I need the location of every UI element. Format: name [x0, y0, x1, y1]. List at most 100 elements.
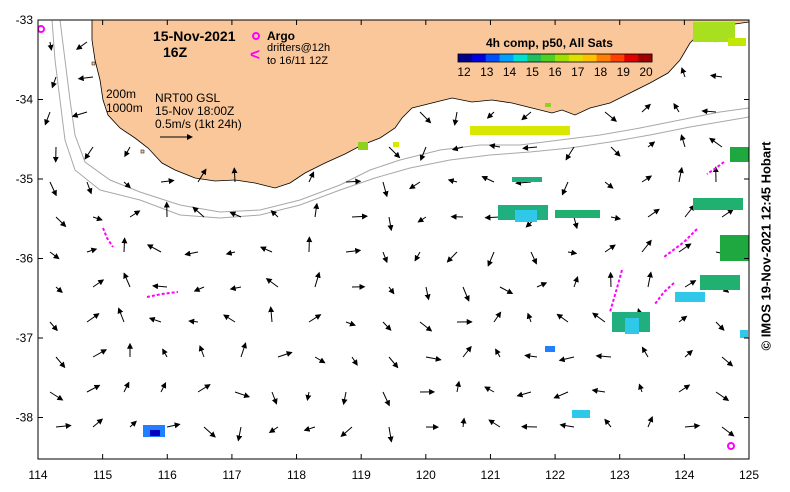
current-arrow	[521, 111, 532, 121]
current-arrow	[223, 314, 236, 323]
current-arrow	[146, 244, 162, 253]
current-arrow	[49, 321, 58, 332]
colorbar-swatch	[610, 54, 625, 62]
x-tick-label: 117	[222, 468, 241, 482]
current-arrow	[188, 318, 199, 325]
current-arrow	[556, 313, 569, 323]
colorbar-title: 4h comp, p50, All Sats	[486, 36, 613, 50]
current-arrow	[678, 384, 691, 393]
colorbar-swatch	[458, 54, 473, 62]
current-arrow	[647, 208, 660, 218]
current-arrow	[382, 391, 390, 407]
current-arrow	[382, 321, 392, 331]
sst-patch	[720, 235, 749, 261]
current-arrow	[673, 102, 680, 113]
isobath-200m	[59, 20, 749, 213]
current-arrow	[641, 346, 649, 358]
current-arrow	[715, 321, 725, 331]
current-arrow	[447, 178, 458, 185]
current-arrow	[160, 382, 167, 393]
current-arrow	[308, 314, 322, 323]
current-arrow	[77, 75, 94, 82]
current-arrow	[388, 356, 399, 369]
current-arrow	[92, 279, 105, 288]
sst-patch	[693, 22, 735, 42]
current-arrow	[604, 111, 617, 122]
x-tick-label: 116	[158, 468, 177, 482]
y-axis: -33 -34 -35 -36 -37 -38	[16, 13, 749, 425]
current-arrow	[160, 178, 175, 185]
sst-patch	[740, 330, 748, 338]
map-hour: 16Z	[163, 44, 188, 60]
colorbar-swatch	[541, 54, 556, 62]
island	[91, 61, 96, 66]
current-arrow	[49, 391, 64, 401]
current-arrow	[425, 355, 442, 362]
current-arrow	[677, 166, 684, 183]
sst-patch	[545, 346, 555, 352]
current-arrow	[446, 251, 458, 263]
current-arrow	[715, 391, 730, 401]
current-arrow	[55, 356, 66, 369]
current-arrow	[345, 320, 356, 327]
current-arrow	[604, 181, 614, 189]
drifter-track	[663, 228, 698, 258]
current-arrow	[314, 356, 326, 364]
product-name: NRT00 GSL	[155, 91, 220, 105]
current-arrow	[419, 111, 432, 124]
current-arrow	[75, 41, 88, 50]
current-arrow	[49, 251, 60, 260]
colorbar-swatch	[499, 54, 514, 62]
current-arrow	[55, 423, 72, 429]
current-arrow	[701, 108, 717, 115]
drifter-legend-symbol: <	[250, 45, 260, 64]
credit-text: © IMOS 19-Nov-2021 12:45 Hobart	[758, 141, 774, 351]
x-tick-label: 125	[739, 468, 759, 482]
current-arrow	[684, 423, 701, 430]
current-arrow	[604, 418, 612, 428]
current-arrow	[345, 247, 362, 254]
sst-patch	[393, 142, 399, 147]
current-arrow	[84, 146, 94, 160]
current-arrow	[553, 391, 569, 399]
current-arrow	[388, 286, 395, 295]
colorbar	[457, 53, 653, 63]
current-arrow	[684, 349, 693, 358]
map-frame	[37, 19, 750, 460]
sst-patch	[625, 318, 639, 334]
current-arrow	[524, 353, 538, 360]
x-tick-label: 124	[674, 468, 694, 482]
sst-patch	[545, 103, 551, 107]
current-arrow	[92, 418, 104, 428]
current-arrow	[92, 215, 103, 222]
current-arrow	[641, 103, 651, 113]
current-arrow	[646, 271, 653, 288]
current-arrow	[382, 251, 388, 264]
y-tick-label: -34	[16, 93, 34, 107]
isobath-1000m	[51, 20, 749, 219]
colorbar-swatch	[485, 54, 501, 62]
current-arrow	[51, 76, 57, 89]
current-arrow	[382, 181, 389, 198]
colorbar-swatch	[638, 54, 653, 62]
current-arrow	[351, 356, 358, 366]
current-arrow	[123, 381, 130, 393]
current-arrow	[271, 391, 278, 405]
current-arrow	[679, 134, 686, 148]
current-arrow	[499, 286, 514, 294]
current-arrow	[684, 204, 695, 218]
current-arrow	[162, 348, 168, 358]
current-arrow	[192, 206, 205, 218]
colorbar-tick-label: 20	[639, 65, 653, 79]
y-tick-label: -38	[16, 411, 34, 425]
current-arrow	[462, 345, 472, 358]
sst-patch	[470, 126, 570, 135]
current-arrow	[595, 353, 612, 360]
current-arrow	[124, 146, 131, 158]
argo-legend-label: Argo	[267, 29, 295, 43]
current-arrow	[387, 216, 394, 232]
current-arrow	[351, 213, 368, 220]
current-arrow	[129, 420, 137, 428]
drifter-legend-line2: to 16/11 12Z	[267, 55, 328, 67]
